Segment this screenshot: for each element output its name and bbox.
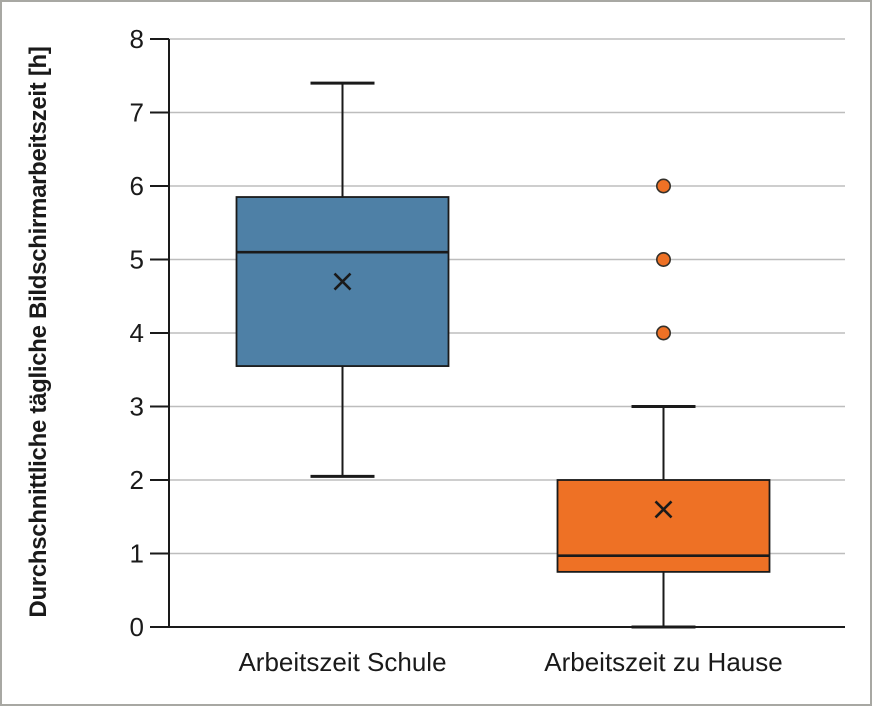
outlier-point xyxy=(655,252,671,268)
mean-marker xyxy=(333,272,352,291)
y-tick-label: 8 xyxy=(130,24,144,54)
x-category-label: Arbeitszeit Schule xyxy=(238,647,446,677)
y-tick-label: 7 xyxy=(130,98,144,128)
y-tick-label: 1 xyxy=(130,539,144,569)
boxplot-box xyxy=(556,479,771,573)
y-tick-label: 2 xyxy=(130,465,144,495)
y-tick-label: 4 xyxy=(130,318,144,348)
y-tick-label: 5 xyxy=(130,245,144,275)
y-tick-label: 0 xyxy=(130,612,144,642)
outlier-point xyxy=(655,325,671,341)
outlier-point xyxy=(655,178,671,194)
x-category-label: Arbeitszeit zu Hause xyxy=(544,647,782,677)
y-tick-label: 6 xyxy=(130,171,144,201)
y-tick-label: 3 xyxy=(130,392,144,422)
mean-marker xyxy=(654,500,673,519)
